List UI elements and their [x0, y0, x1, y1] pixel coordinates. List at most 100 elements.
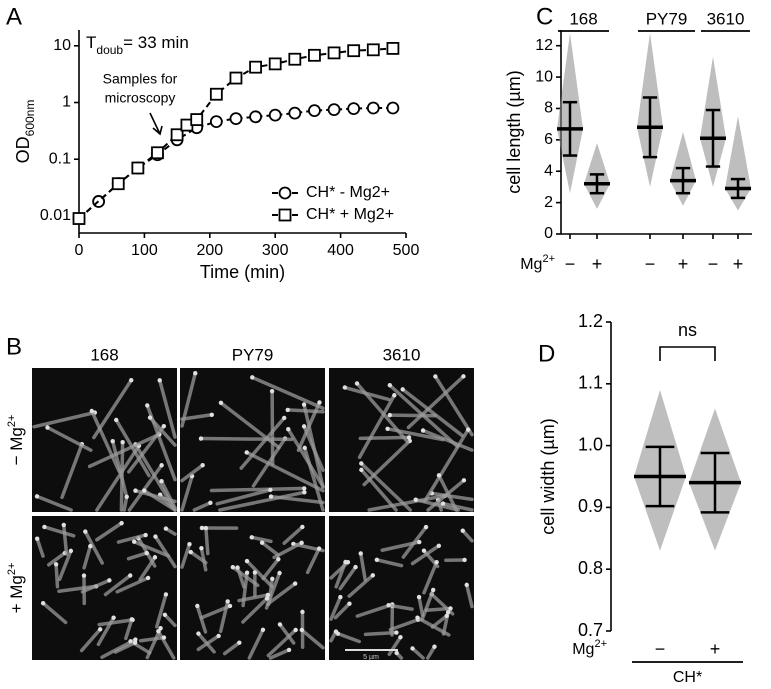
cell	[410, 646, 425, 660]
cell-spot	[370, 573, 376, 578]
point	[366, 101, 380, 115]
cell-spot	[227, 603, 233, 609]
cell	[82, 544, 93, 570]
condition-label: Mg2+	[572, 638, 607, 658]
y-axis-title: OD600nm	[13, 100, 37, 164]
row-label-part: + Mg	[7, 575, 26, 613]
point	[288, 106, 302, 120]
cell-spot	[203, 525, 209, 531]
cell	[163, 613, 177, 628]
cell	[430, 614, 449, 629]
cell	[358, 551, 367, 582]
cell	[249, 535, 273, 544]
cell-spot	[133, 488, 138, 493]
cell-spot	[338, 594, 343, 600]
condition: −	[565, 254, 576, 274]
cell	[270, 389, 275, 466]
cell	[241, 596, 269, 624]
cell	[235, 565, 246, 589]
cell	[79, 627, 102, 653]
cell-spot	[249, 535, 254, 540]
panel-label: C	[536, 3, 553, 30]
cell	[142, 488, 177, 512]
cell-spot	[434, 559, 439, 565]
x-tick-label: 0	[75, 242, 84, 259]
cell-spot	[300, 609, 305, 615]
cell-spot	[34, 536, 40, 541]
cell-spot	[445, 609, 451, 615]
cell	[250, 375, 325, 411]
cell-spot	[264, 596, 270, 601]
cell	[115, 576, 150, 594]
cell	[415, 615, 451, 637]
cell	[124, 617, 134, 641]
axis	[78, 30, 406, 234]
cell-spot	[410, 646, 415, 651]
arrow	[149, 112, 163, 136]
cell-spot	[316, 546, 322, 551]
x-tick-label: 100	[131, 242, 158, 259]
cell-spot	[354, 381, 360, 386]
cell	[155, 592, 168, 629]
cell-spot	[128, 573, 133, 578]
cell-spot	[277, 570, 282, 576]
cell	[406, 374, 466, 430]
row-label-part: 2+	[6, 415, 18, 428]
x-tick-label: 400	[327, 242, 354, 259]
y-tick-label: 1.2	[578, 311, 603, 331]
cell-spot	[293, 627, 298, 633]
cell	[60, 442, 84, 500]
y-axis-title: cell width (µm)	[538, 418, 558, 534]
y-tick-label: 1.1	[578, 373, 603, 393]
x-tick-label: 300	[262, 242, 289, 259]
cell	[245, 559, 274, 589]
cell-spot	[423, 524, 429, 530]
cell	[180, 413, 214, 421]
condition: −	[645, 254, 656, 274]
cell-spot	[270, 576, 275, 581]
panel-label: A	[6, 3, 22, 30]
cell-spot	[462, 557, 467, 563]
cell	[209, 486, 306, 493]
cell	[260, 540, 280, 557]
y-tick-label: 2	[544, 194, 553, 211]
cell	[199, 604, 232, 620]
cell-spot	[216, 633, 221, 639]
cell	[45, 425, 93, 452]
cell-spot	[159, 463, 164, 468]
y-tick-label: 0	[544, 225, 553, 242]
cell-spot	[302, 490, 307, 495]
cell-spot	[89, 408, 94, 414]
cell	[122, 495, 129, 512]
cell	[103, 573, 132, 597]
cell	[199, 546, 208, 572]
cell-spot	[153, 534, 158, 539]
cell-spot	[152, 555, 158, 560]
y-tick-label: 0.7	[578, 620, 603, 640]
point	[72, 212, 86, 225]
point	[209, 115, 223, 129]
cell-spot	[394, 630, 399, 635]
cell-spot	[392, 393, 397, 398]
cell	[180, 474, 194, 512]
annotation: Samples for	[103, 71, 178, 87]
cell-spot	[88, 543, 93, 549]
cell-spot	[394, 650, 399, 656]
cell-spot	[432, 644, 437, 649]
cell	[42, 525, 76, 538]
cell-spot	[237, 640, 242, 645]
cell-spot	[406, 435, 412, 440]
cell-spot	[282, 415, 287, 421]
y-axis-title-part: 600nm	[23, 100, 37, 137]
cell	[388, 383, 460, 449]
cell-spot	[268, 494, 274, 499]
cell-spot	[81, 573, 87, 578]
cell-spot	[129, 617, 135, 622]
cell	[359, 461, 413, 512]
cell	[62, 523, 69, 556]
point	[347, 44, 361, 58]
cell	[400, 387, 464, 438]
cell	[422, 427, 470, 503]
cell	[132, 539, 171, 558]
condition: −	[708, 254, 719, 274]
